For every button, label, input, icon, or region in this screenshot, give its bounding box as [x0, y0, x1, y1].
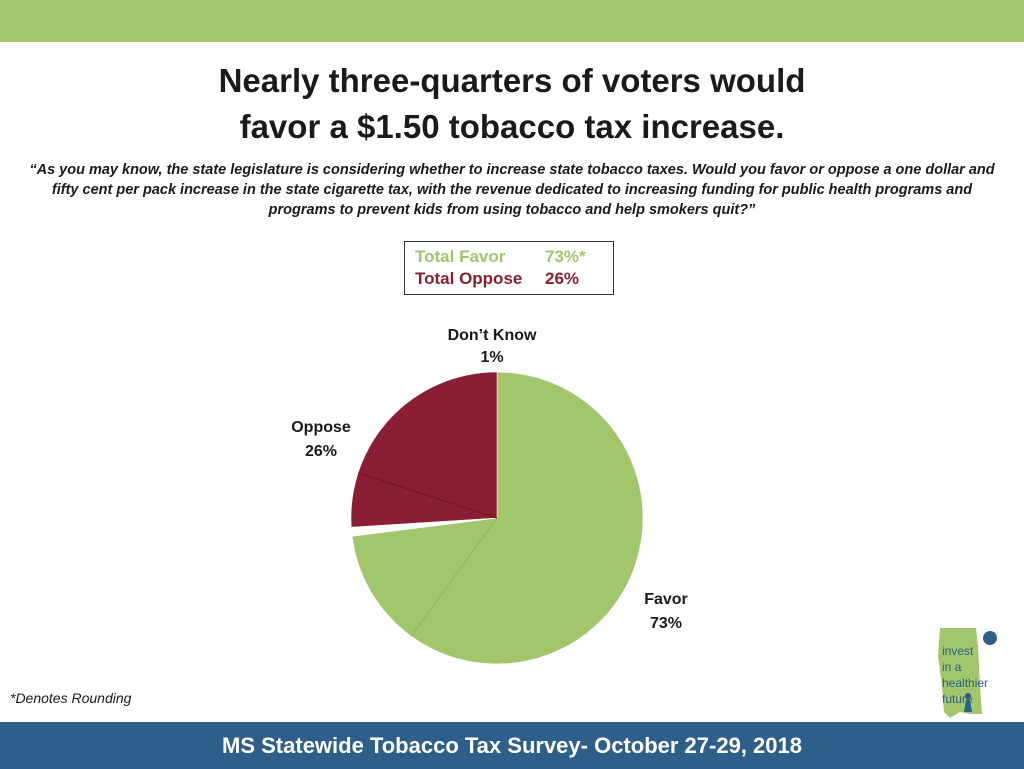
slide-title: Nearly three-quarters of voters would fa… — [0, 58, 1024, 150]
title-line-1: Nearly three-quarters of voters would — [218, 62, 806, 99]
total-favor-value: 73%* — [545, 247, 586, 266]
invest-in-a-healthier-future-logo: invest in a healthier future — [930, 626, 1002, 722]
footer-text: MS Statewide Tobacco Tax Survey- October… — [222, 732, 802, 758]
pie-slice-oppose — [350, 371, 498, 528]
label-dont-know-name: Don’t Know — [448, 327, 537, 344]
label-favor-name: Favor — [644, 591, 688, 608]
logo-word-1: invest — [942, 644, 974, 658]
total-favor-label: Total Favor — [415, 247, 506, 266]
pie-slice-favor — [351, 371, 644, 665]
total-oppose-value: 26% — [545, 269, 580, 288]
title-line-2: favor a $1.50 tobacco tax increase. — [239, 108, 785, 145]
label-dont-know-value: 1% — [480, 349, 503, 366]
footer-banner: MS Statewide Tobacco Tax Survey- October… — [0, 722, 1024, 769]
footnote: *Denotes Rounding — [10, 690, 132, 706]
logo-word-3: healthier — [942, 676, 989, 690]
total-oppose-label: Total Oppose — [415, 269, 523, 288]
label-favor-value: 73% — [650, 615, 682, 632]
total-oppose-row: Total Oppose 26% — [415, 268, 603, 290]
label-oppose-name: Oppose — [291, 419, 351, 436]
total-favor-row: Total Favor 73%* — [415, 246, 603, 268]
totals-box: Total Favor 73%* Total Oppose 26% — [404, 241, 614, 295]
sub-segment-divider — [410, 517, 498, 637]
logo-word-2: in a — [942, 660, 962, 674]
survey-question: “As you may know, the state legislature … — [29, 162, 995, 218]
logo-word-4: future — [942, 692, 973, 706]
mississippi-map-icon — [938, 628, 997, 718]
sub-segment-divider — [357, 472, 498, 519]
label-oppose-value: 26% — [305, 443, 337, 460]
top-banner — [0, 0, 1024, 42]
